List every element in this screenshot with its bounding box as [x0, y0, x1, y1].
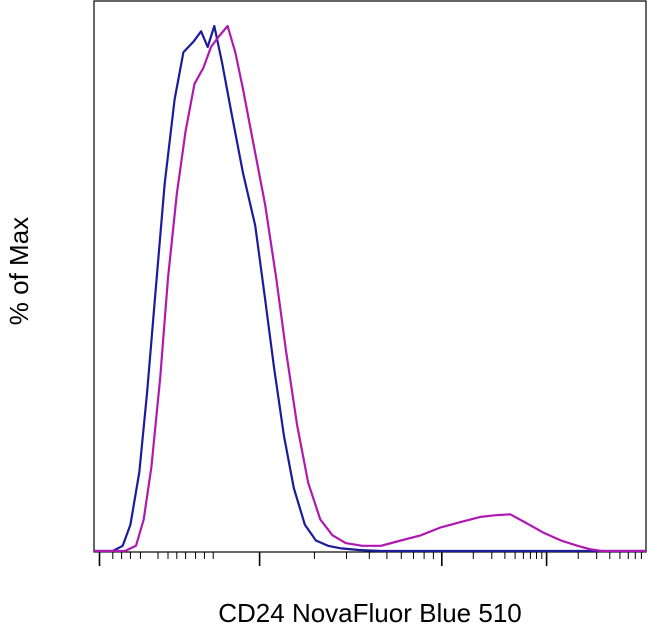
series-layer — [94, 24, 646, 553]
x-axis-ticks — [98, 552, 642, 566]
plot-frame — [93, 0, 647, 553]
x-axis-label: CD24 NovaFluor Blue 510 — [218, 598, 522, 628]
histogram-series-0 — [94, 24, 646, 553]
histogram-series-1 — [94, 24, 646, 553]
y-axis-label: % of Max — [4, 217, 34, 325]
